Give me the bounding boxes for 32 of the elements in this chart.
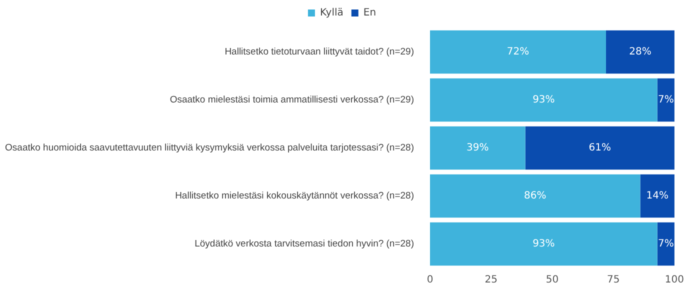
data-label: 39% — [466, 142, 489, 154]
legend-label: Kyllä — [320, 8, 344, 19]
data-label: 86% — [524, 190, 546, 202]
bar — [430, 78, 658, 122]
bar — [640, 174, 674, 218]
data-label: 93% — [532, 94, 555, 106]
y-tick-label: Löydätkö verkosta tarvitsemasi tiedon hyvin? (n=28) — [194, 238, 414, 250]
x-tick-label: 25 — [484, 274, 498, 286]
bar — [525, 126, 674, 170]
bar — [430, 222, 658, 266]
bar — [657, 222, 674, 266]
x-tick-label: 75 — [606, 274, 620, 286]
x-tick-label: 0 — [426, 274, 434, 286]
x-tick-label: 50 — [546, 274, 559, 286]
x-tick-label: 100 — [664, 274, 684, 286]
bar — [430, 126, 526, 170]
data-label: 61% — [588, 142, 612, 154]
legend-label: En — [363, 8, 376, 19]
y-tick-label: Hallitsetko mielestäsi kokouskäytännöt verkossa? (n=28) — [175, 190, 414, 202]
y-tick-label: Osaatko mielestäsi toimia ammatillisesti verkossa? (n=29) — [170, 94, 414, 106]
bar — [657, 78, 674, 122]
data-label: 7% — [658, 94, 674, 106]
data-label: 28% — [629, 46, 652, 58]
y-tick-label: Hallitsetko tietoturvaan liittyvät taidot? (n=29) — [224, 46, 414, 58]
y-tick-label: Osaatko huomioida saavutettavuuten liittyviä kysymyksiä verkossa palveluita tarjotessasi? (n=28) — [5, 142, 414, 154]
data-label: 14% — [646, 190, 668, 202]
bar — [606, 30, 674, 74]
data-label: 72% — [506, 46, 530, 58]
data-label: 7% — [658, 238, 674, 250]
bar — [430, 174, 640, 218]
bar — [430, 30, 606, 74]
data-label: 93% — [532, 238, 555, 250]
